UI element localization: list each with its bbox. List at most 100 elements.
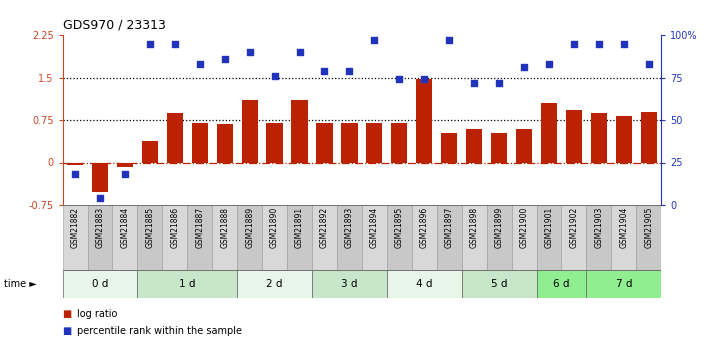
- Point: [343, 68, 355, 73]
- Bar: [166, 112, 183, 162]
- Text: 2 d: 2 d: [267, 279, 283, 289]
- Text: GSM21885: GSM21885: [145, 207, 154, 248]
- Bar: [237, 270, 312, 298]
- Text: GSM21891: GSM21891: [295, 207, 304, 248]
- Text: 3 d: 3 d: [341, 279, 358, 289]
- Point: [394, 77, 405, 82]
- Bar: [387, 270, 461, 298]
- Bar: [591, 112, 607, 162]
- Text: 6 d: 6 d: [553, 279, 570, 289]
- Bar: [262, 205, 287, 270]
- Bar: [616, 116, 632, 162]
- Point: [194, 61, 205, 67]
- Bar: [387, 205, 412, 270]
- Point: [593, 41, 604, 46]
- Bar: [491, 133, 507, 162]
- Bar: [63, 205, 87, 270]
- Text: GSM21900: GSM21900: [520, 207, 528, 248]
- Bar: [267, 123, 283, 162]
- Bar: [212, 205, 237, 270]
- Point: [219, 56, 230, 61]
- Text: GSM21903: GSM21903: [594, 207, 604, 248]
- Text: GSM21890: GSM21890: [270, 207, 279, 248]
- Bar: [312, 205, 337, 270]
- Bar: [461, 270, 537, 298]
- Bar: [141, 141, 158, 162]
- Text: GSM21905: GSM21905: [644, 207, 653, 248]
- Bar: [466, 128, 482, 162]
- Text: GSM21893: GSM21893: [345, 207, 354, 248]
- Bar: [512, 205, 537, 270]
- Text: GSM21886: GSM21886: [171, 207, 179, 248]
- Bar: [641, 111, 657, 162]
- Point: [319, 68, 330, 73]
- Bar: [516, 128, 532, 162]
- Text: 5 d: 5 d: [491, 279, 508, 289]
- Text: 0 d: 0 d: [92, 279, 108, 289]
- Text: GSM21883: GSM21883: [95, 207, 105, 248]
- Text: GSM21889: GSM21889: [245, 207, 254, 248]
- Text: 1 d: 1 d: [179, 279, 196, 289]
- Point: [369, 37, 380, 43]
- Bar: [437, 205, 461, 270]
- Bar: [412, 205, 437, 270]
- Bar: [242, 100, 258, 162]
- Point: [469, 80, 480, 85]
- Bar: [162, 205, 187, 270]
- Point: [70, 172, 81, 177]
- Text: GSM21882: GSM21882: [70, 207, 80, 248]
- Bar: [362, 205, 387, 270]
- Bar: [566, 110, 582, 162]
- Point: [568, 41, 579, 46]
- Text: 4 d: 4 d: [416, 279, 432, 289]
- Bar: [537, 270, 587, 298]
- Bar: [391, 123, 407, 162]
- Point: [144, 41, 156, 46]
- Bar: [366, 123, 383, 162]
- Bar: [537, 205, 562, 270]
- Bar: [117, 162, 133, 167]
- Bar: [312, 270, 387, 298]
- Text: ■: ■: [63, 326, 72, 336]
- Text: GDS970 / 23313: GDS970 / 23313: [63, 19, 166, 31]
- Text: GSM21898: GSM21898: [470, 207, 479, 248]
- Text: GSM21901: GSM21901: [545, 207, 553, 248]
- Text: 7 d: 7 d: [616, 279, 632, 289]
- Text: GSM21904: GSM21904: [619, 207, 629, 248]
- Bar: [92, 162, 108, 192]
- Bar: [341, 123, 358, 162]
- Bar: [287, 205, 312, 270]
- Point: [95, 195, 106, 201]
- Text: GSM21894: GSM21894: [370, 207, 379, 248]
- Text: GSM21899: GSM21899: [495, 207, 503, 248]
- Bar: [562, 205, 587, 270]
- Text: percentile rank within the sample: percentile rank within the sample: [77, 326, 242, 336]
- Point: [294, 49, 305, 55]
- Point: [444, 37, 455, 43]
- Bar: [441, 133, 457, 162]
- Bar: [112, 205, 137, 270]
- Bar: [237, 205, 262, 270]
- Bar: [337, 205, 362, 270]
- Point: [643, 61, 654, 67]
- Point: [269, 73, 280, 79]
- Text: log ratio: log ratio: [77, 309, 117, 319]
- Text: GSM21884: GSM21884: [120, 207, 129, 248]
- Point: [543, 61, 555, 67]
- Bar: [636, 205, 661, 270]
- Bar: [316, 123, 333, 162]
- Point: [419, 77, 430, 82]
- Text: GSM21887: GSM21887: [196, 207, 204, 248]
- Bar: [217, 124, 232, 162]
- Bar: [137, 270, 237, 298]
- Point: [518, 65, 530, 70]
- Bar: [611, 205, 636, 270]
- Bar: [587, 270, 661, 298]
- Bar: [416, 79, 432, 162]
- Text: GSM21897: GSM21897: [444, 207, 454, 248]
- Text: GSM21888: GSM21888: [220, 207, 229, 248]
- Bar: [587, 205, 611, 270]
- Point: [493, 80, 505, 85]
- Text: GSM21892: GSM21892: [320, 207, 329, 248]
- Bar: [292, 100, 308, 162]
